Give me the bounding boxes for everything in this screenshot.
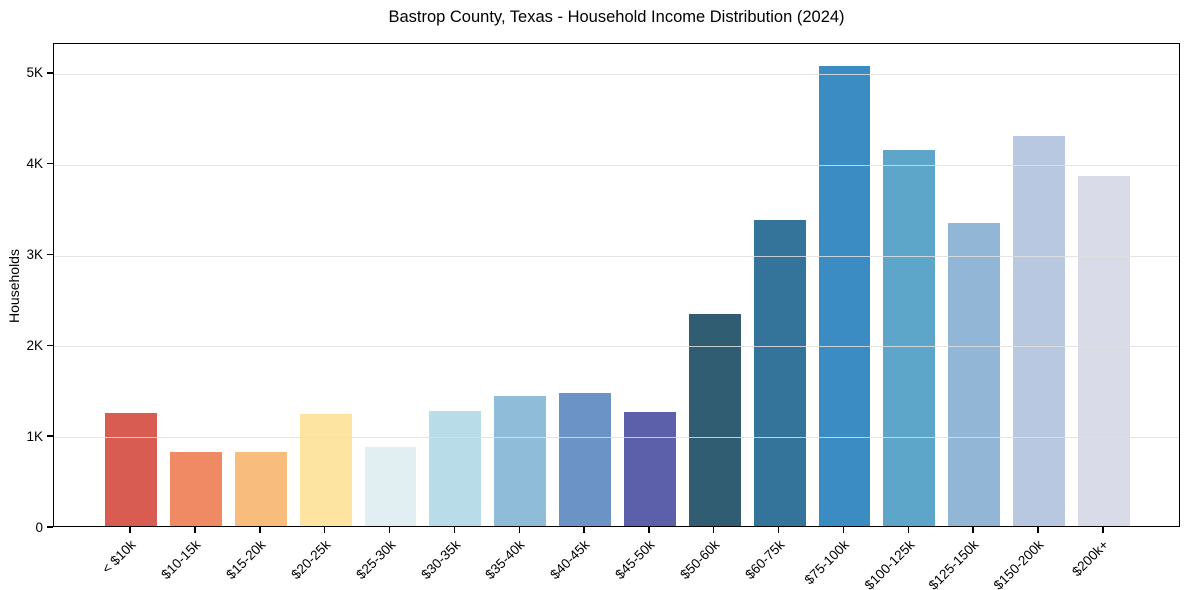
y-tick-label: 4K: [26, 156, 43, 172]
bar-$50-60k: [688, 313, 741, 526]
bar-$40-45k: [559, 393, 611, 526]
x-tick-mark: [453, 527, 456, 533]
x-tick-label: < $10k: [99, 537, 139, 577]
bar-$75-100k: [818, 65, 871, 526]
x-tick-label: $40-45k: [547, 537, 593, 583]
x-tick-label: $10-15k: [158, 537, 204, 583]
y-tick-label: 0: [35, 519, 43, 535]
x-tick-label: $30-35k: [417, 537, 463, 583]
x-tick-label: $15-20k: [223, 537, 269, 583]
bar-$100-125k: [883, 150, 936, 526]
bar-$200k+: [1077, 176, 1130, 526]
bar-$45-50k: [623, 411, 676, 526]
x-tick-mark: [323, 527, 326, 533]
bar-$35-40k: [494, 396, 547, 526]
x-tick-mark: [907, 527, 909, 533]
x-tick-label: $20-25k: [288, 537, 334, 583]
x-tick-label: $45-50k: [612, 537, 658, 583]
x-tick-mark: [1037, 527, 1039, 533]
y-tick-mark: [47, 435, 53, 437]
bar-$150-200k: [1013, 136, 1065, 526]
bar-$60-75k: [753, 219, 806, 526]
x-tick-mark: [713, 527, 715, 533]
y-tick-mark: [47, 344, 53, 347]
x-tick-mark: [388, 527, 391, 533]
y-tick-label: 5K: [26, 65, 43, 81]
y-tick-label: 1K: [26, 428, 43, 444]
gridline-2000: [54, 346, 1179, 348]
x-tick-mark: [972, 527, 974, 533]
bar-$10-15k: [170, 452, 222, 526]
y-tick-label: 3K: [26, 247, 43, 263]
gridline-5000: [54, 73, 1179, 75]
x-tick-mark: [194, 527, 196, 533]
gridline-3000: [54, 255, 1179, 257]
bar-$20-25k: [299, 414, 352, 526]
chart-title: Bastrop County, Texas - Household Income…: [388, 8, 845, 26]
y-tick-label: 2K: [26, 337, 43, 353]
x-tick-label: $200k+: [1069, 537, 1112, 580]
x-tick-mark: [518, 527, 520, 533]
x-tick-label: $25-30k: [353, 537, 399, 583]
bar-$125-150k: [948, 222, 1001, 526]
x-tick-label: $150-200k: [990, 537, 1047, 590]
x-tick-label: $50-60k: [677, 537, 723, 583]
x-tick-mark: [842, 527, 845, 533]
plot-area: [53, 43, 1180, 527]
y-tick-mark: [47, 526, 53, 528]
x-tick-mark: [777, 527, 780, 533]
y-tick-mark: [47, 72, 53, 74]
x-tick-mark: [129, 527, 131, 533]
y-axis-label: Households: [6, 249, 22, 323]
gridline-1000: [54, 437, 1179, 439]
bar-$25-30k: [364, 447, 417, 526]
x-tick-label: $75-100k: [801, 537, 853, 588]
x-tick-label: $100-125k: [861, 537, 917, 590]
y-tick-mark: [47, 253, 53, 256]
x-tick-label: $35-40k: [482, 537, 528, 583]
bar-< $10k: [105, 412, 158, 526]
x-tick-mark: [1102, 527, 1104, 533]
x-tick-label: $60-75k: [742, 537, 788, 583]
bar-$15-20k: [234, 451, 287, 526]
x-tick-mark: [583, 527, 585, 533]
x-tick-mark: [259, 527, 261, 533]
x-tick-mark: [648, 527, 650, 533]
bar-$30-35k: [429, 410, 482, 526]
gridline-4000: [54, 164, 1179, 166]
y-tick-mark: [47, 163, 53, 165]
x-tick-label: $125-150k: [926, 537, 982, 590]
